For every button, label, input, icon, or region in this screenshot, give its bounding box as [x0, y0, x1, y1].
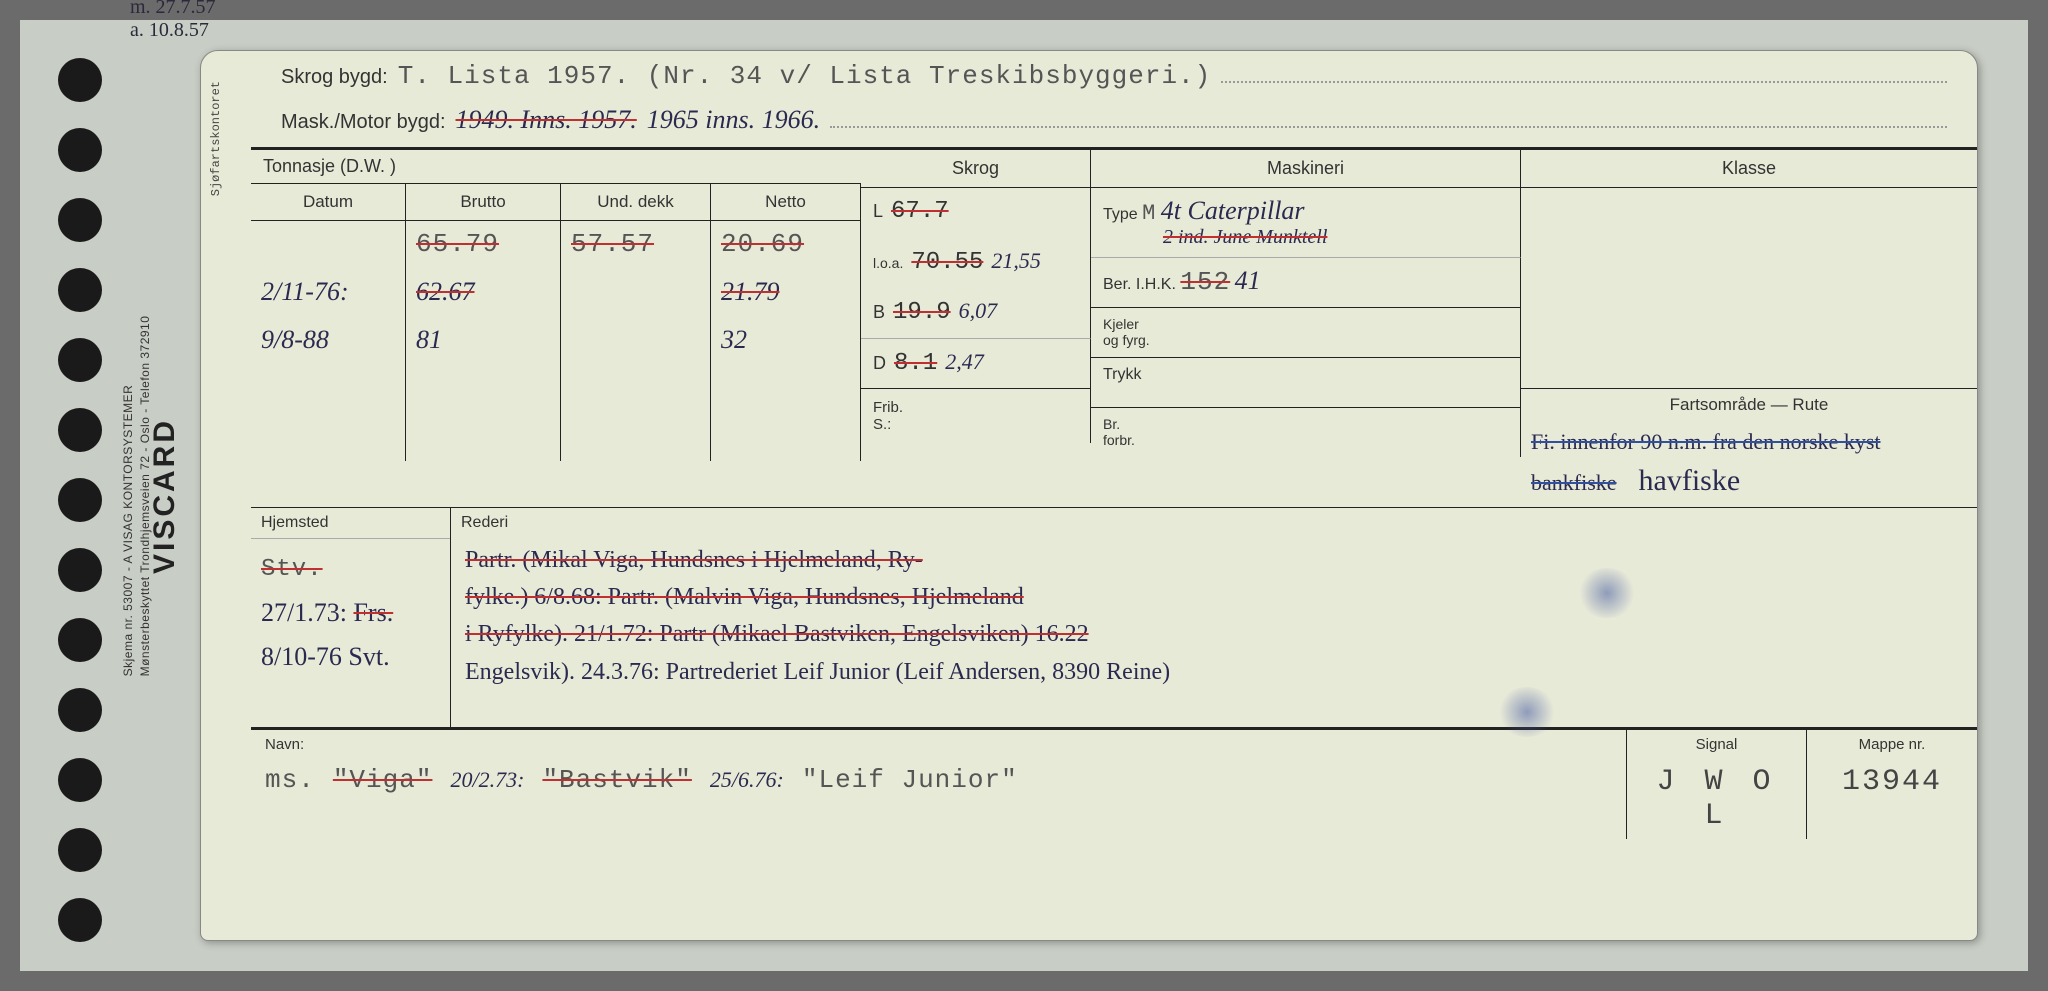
skrog-bygd-label: Skrog bygd:	[281, 66, 388, 89]
mask-br: Br. forbr.	[1091, 407, 1521, 457]
maskineri-title: Maskineri	[1091, 150, 1521, 188]
tonnasje-subheader: Datum Brutto Und. dekk Netto	[251, 184, 861, 221]
skrog-title: Skrog	[861, 150, 1091, 188]
motor-bygd-row: Mask./Motor bygd: 1949. Inns. 1957. 1965…	[201, 95, 1977, 147]
dim-L: L 67.7	[861, 188, 1091, 238]
sjofart-label: Sjøfartskontoret	[209, 81, 223, 196]
navn-cell: Navn: ms. "Viga" 20/2.73: "Bastvik" 25/6…	[251, 730, 1627, 839]
signal-cell: Signal J W O L	[1627, 730, 1807, 839]
top-annotation: m. 27.7.57 a. 10.8.57	[130, 0, 216, 42]
lower-block: Hjemsted Stv. 27/1.73: Frs. 8/10-76 Svt.…	[251, 507, 1977, 727]
annot-line-1: m. 27.7.57	[130, 0, 216, 19]
ink-smudge-2	[1497, 687, 1557, 737]
r2-datum: 2/11-76:	[251, 269, 406, 317]
rederi-title: Rederi	[451, 508, 1977, 538]
col-datum: Datum	[251, 184, 406, 220]
farts-body: Fi. innenfor 90 n.m. fra den norske kyst…	[1521, 421, 1977, 507]
mask-type: Type M 4t Caterpillar 2 ind. June Munkte…	[1091, 188, 1521, 257]
bottom-row: Navn: ms. "Viga" 20/2.73: "Bastvik" 25/6…	[251, 727, 1977, 817]
motor-new: 1965 inns. 1966.	[647, 105, 820, 135]
farts-line1: Fi. innenfor 90 n.m. fra den norske kyst	[1531, 425, 1967, 458]
hjemsted-column: Hjemsted Stv. 27/1.73: Frs. 8/10-76 Svt.	[251, 508, 451, 727]
col-und: Und. dekk	[561, 184, 711, 220]
spiral-binding	[20, 20, 120, 971]
navn-label: Navn:	[265, 736, 1612, 753]
hjemsted-title: Hjemsted	[251, 508, 450, 539]
r1-brutto: 65.79	[406, 221, 561, 269]
r3-und	[561, 317, 711, 365]
col-netto: Netto	[711, 184, 861, 220]
dim-D: D 8.1 2,47	[861, 338, 1091, 388]
mask-kjeler: Kjeler og fyrg.	[1091, 307, 1521, 357]
tonnasje-title: Tonnasje (D.W. )	[251, 150, 861, 184]
card-wrapper: m. 27.7.57 a. 10.8.57 VISCARD Skjema nr.…	[120, 20, 2028, 971]
main-grid: Tonnasje (D.W. ) Datum Brutto Und. dekk …	[251, 147, 1977, 507]
signal-label: Signal	[1637, 736, 1796, 753]
skrog-bygd-value: T. Lista 1957. (Nr. 34 v/ Lista Treskibs…	[398, 61, 1212, 91]
mask-trykk: Trykk	[1091, 357, 1521, 407]
tonnasje-block: Tonnasje (D.W. ) Datum Brutto Und. dekk …	[251, 150, 861, 507]
farts-title: Fartsområde — Rute	[1521, 388, 1977, 421]
r2-netto: 21.79	[711, 269, 861, 317]
annot-line-2: a. 10.8.57	[130, 19, 216, 42]
rederi-body: Partr. (Mikal Viga, Hundsnes i Hjelmelan…	[451, 538, 1977, 695]
dim-B: B 19.9 6,07	[861, 288, 1091, 338]
motor-old: 1949. Inns. 1957.	[456, 105, 637, 135]
rederi-l4: Engelsvik). 24.3.76: Partrederiet Leif J…	[465, 654, 1963, 691]
dim-frib: Frib. S.:	[861, 388, 1091, 443]
mappe-cell: Mappe nr. 13944	[1807, 730, 1977, 839]
col-brutto: Brutto	[406, 184, 561, 220]
dim-Loa: l.o.a. 70.55 21,55	[861, 238, 1091, 288]
rederi-l3: i Ryfylke). 21/1.72: Partr (Mikael Bastv…	[465, 616, 1963, 653]
rederi-l2: fylke.) 6/8.68: Partr. (Malvin Viga, Hun…	[465, 579, 1963, 616]
klasse-title: Klasse	[1521, 150, 1977, 188]
record-card: Sjøfartskontoret Skrog bygd: T. Lista 19…	[200, 50, 1978, 941]
r2-und	[561, 269, 711, 317]
klasse-column: Klasse Fartsområde — Rute Fi. innenfor 9…	[1521, 150, 1977, 507]
farts-strike: bankfiske	[1531, 470, 1617, 495]
klasse-body	[1521, 188, 1977, 388]
r1-datum	[251, 221, 406, 269]
navn-value: ms. "Viga" 20/2.73: "Bastvik" 25/6.76: "…	[265, 753, 1612, 797]
ink-smudge	[1577, 568, 1637, 618]
r3-brutto: 81	[406, 317, 561, 365]
r3-netto: 32	[711, 317, 861, 365]
rederi-l1: Partr. (Mikal Viga, Hundsnes i Hjelmelan…	[465, 542, 1963, 579]
farts-line2: havfiske	[1639, 464, 1741, 497]
mask-ber: Ber. I.H.K. 152 41	[1091, 257, 1521, 307]
tonnasje-rows: 65.79 57.57 20.69 2/11-76: 62.67 21.79 9…	[251, 221, 861, 461]
maskineri-column: Maskineri Type M 4t Caterpillar 2 ind. J…	[1091, 150, 1521, 507]
skrog-bygd-row: Skrog bygd: T. Lista 1957. (Nr. 34 v/ Li…	[201, 51, 1977, 95]
r1-netto: 20.69	[711, 221, 861, 269]
r1-und: 57.57	[561, 221, 711, 269]
page: m. 27.7.57 a. 10.8.57 VISCARD Skjema nr.…	[20, 20, 2028, 971]
mappe-label: Mappe nr.	[1817, 736, 1967, 753]
hjemsted-body: Stv. 27/1.73: Frs. 8/10-76 Svt.	[251, 539, 450, 685]
motor-bygd-label: Mask./Motor bygd:	[281, 111, 446, 134]
side-meta: Skjema nr. 53007 - A VISAG KONTORSYSTEME…	[120, 315, 154, 676]
r2-brutto: 62.67	[406, 269, 561, 317]
mappe-value: 13944	[1817, 753, 1967, 799]
skrog-column: Skrog L 67.7 l.o.a. 70.55 21,55 B 19.9 6…	[861, 150, 1091, 507]
signal-value: J W O L	[1637, 753, 1796, 833]
rederi-column: Rederi Partr. (Mikal Viga, Hundsnes i Hj…	[451, 508, 1977, 727]
r3-datum: 9/8-88	[251, 317, 406, 365]
